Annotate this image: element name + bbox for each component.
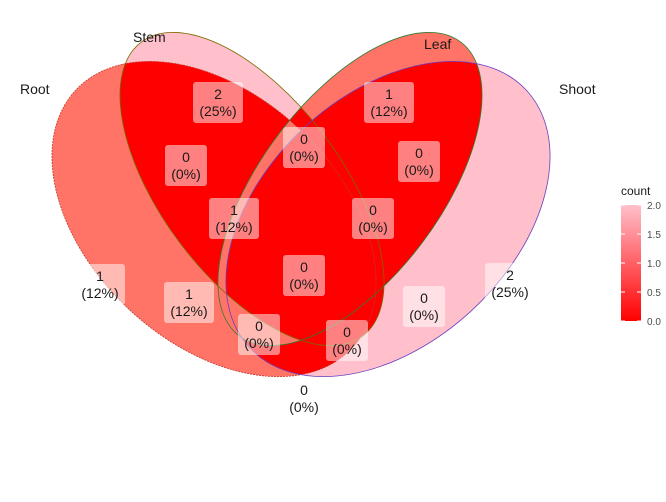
region-label-root-shoot: 0(0%) bbox=[283, 378, 325, 419]
region-count: 1 bbox=[185, 286, 193, 302]
region-label-box bbox=[193, 82, 243, 123]
legend: count 2.0 1.5 1.0 0.5 0.0 bbox=[621, 184, 661, 328]
set-label-leaf: Leaf bbox=[424, 36, 451, 52]
region-label-leaf-shoot: 0(0%) bbox=[398, 141, 440, 182]
legend-ticks bbox=[621, 204, 641, 322]
region-percent: (0%) bbox=[358, 219, 388, 235]
region-count: 0 bbox=[420, 290, 428, 306]
region-label-box bbox=[326, 320, 368, 361]
region-label-leaf-only: 1(12%) bbox=[364, 82, 414, 123]
region-percent: (0%) bbox=[332, 341, 362, 357]
region-label-box bbox=[165, 145, 207, 186]
region-label-box bbox=[238, 314, 280, 355]
region-count: 1 bbox=[230, 202, 238, 218]
region-count: 0 bbox=[300, 259, 308, 275]
region-label-root-stem-leaf: 1(12%) bbox=[209, 198, 259, 239]
legend-tick-label: 0.0 bbox=[647, 317, 661, 328]
region-label-box bbox=[485, 263, 535, 304]
region-label-box bbox=[164, 282, 214, 323]
region-label-box bbox=[364, 82, 414, 123]
region-count: 0 bbox=[300, 382, 308, 398]
region-label-root-leaf: 1(12%) bbox=[164, 282, 214, 323]
region-label-all-four: 0(0%) bbox=[283, 255, 325, 296]
region-count: 1 bbox=[96, 268, 104, 284]
region-label-box bbox=[209, 198, 259, 239]
region-percent: (0%) bbox=[289, 276, 319, 292]
region-percent: (0%) bbox=[289, 399, 319, 415]
set-labels: Root Stem Leaf Shoot bbox=[20, 29, 596, 97]
region-label-box bbox=[398, 141, 440, 182]
region-count: 2 bbox=[506, 267, 514, 283]
legend-colorbar bbox=[621, 205, 641, 321]
region-label-box bbox=[283, 255, 325, 296]
region-percent: (12%) bbox=[370, 103, 407, 119]
region-count: 0 bbox=[255, 318, 263, 334]
region-percent: (0%) bbox=[289, 148, 319, 164]
region-label-stem-only: 2(25%) bbox=[193, 82, 243, 123]
region-label-box bbox=[75, 264, 125, 305]
legend-tick-label: 2.0 bbox=[647, 201, 661, 212]
region-label-stem-leaf: 0(0%) bbox=[283, 127, 325, 168]
region-label-root-stem-shoot: 0(0%) bbox=[326, 320, 368, 361]
legend-title: count bbox=[621, 184, 651, 198]
region-count: 1 bbox=[385, 86, 393, 102]
region-percent: (0%) bbox=[171, 166, 201, 182]
region-percent: (0%) bbox=[409, 307, 439, 323]
region-label-box bbox=[403, 286, 445, 327]
set-label-root: Root bbox=[20, 81, 50, 97]
region-percent: (25%) bbox=[491, 284, 528, 300]
region-count: 0 bbox=[300, 131, 308, 147]
region-percent: (0%) bbox=[404, 162, 434, 178]
region-label-root-only: 1(12%) bbox=[75, 264, 125, 305]
region-percent: (0%) bbox=[244, 335, 274, 351]
region-label-box bbox=[352, 198, 394, 239]
set-label-shoot: Shoot bbox=[559, 81, 596, 97]
region-label-shoot-only: 2(25%) bbox=[485, 263, 535, 304]
region-labels: 2(25%)1(12%)1(12%)2(25%)0(0%)0(0%) 0(0%)1… bbox=[75, 82, 535, 419]
region-label-box bbox=[283, 127, 325, 168]
region-label-root-stem: 0(0%) bbox=[165, 145, 207, 186]
region-label-box bbox=[283, 378, 325, 419]
legend-tick-label: 1.5 bbox=[647, 230, 661, 241]
region-count: 0 bbox=[182, 149, 190, 165]
legend-tick-label: 0.5 bbox=[647, 288, 661, 299]
region-count: 0 bbox=[415, 145, 423, 161]
region-percent: (12%) bbox=[215, 219, 252, 235]
region-count: 2 bbox=[214, 86, 222, 102]
legend-tick-label: 1.0 bbox=[647, 259, 661, 270]
region-label-stem-shoot: 0(0%) bbox=[403, 286, 445, 327]
region-label-root-leaf-shoot: 0(0%) bbox=[238, 314, 280, 355]
region-percent: (25%) bbox=[199, 103, 236, 119]
region-percent: (12%) bbox=[170, 303, 207, 319]
region-percent: (12%) bbox=[81, 285, 118, 301]
region-count: 0 bbox=[343, 324, 351, 340]
region-label-stem-leaf-shoot: 0(0%) bbox=[352, 198, 394, 239]
region-count: 0 bbox=[369, 202, 377, 218]
set-label-stem: Stem bbox=[133, 29, 166, 45]
